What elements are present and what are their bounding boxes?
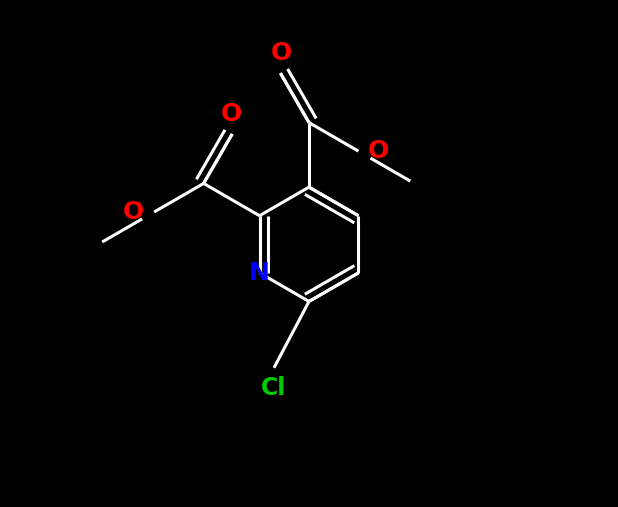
Text: N: N bbox=[249, 261, 270, 285]
Text: O: O bbox=[221, 102, 242, 126]
Text: O: O bbox=[271, 41, 292, 65]
Text: O: O bbox=[123, 200, 145, 224]
Text: Cl: Cl bbox=[261, 376, 287, 400]
Text: O: O bbox=[368, 139, 389, 163]
